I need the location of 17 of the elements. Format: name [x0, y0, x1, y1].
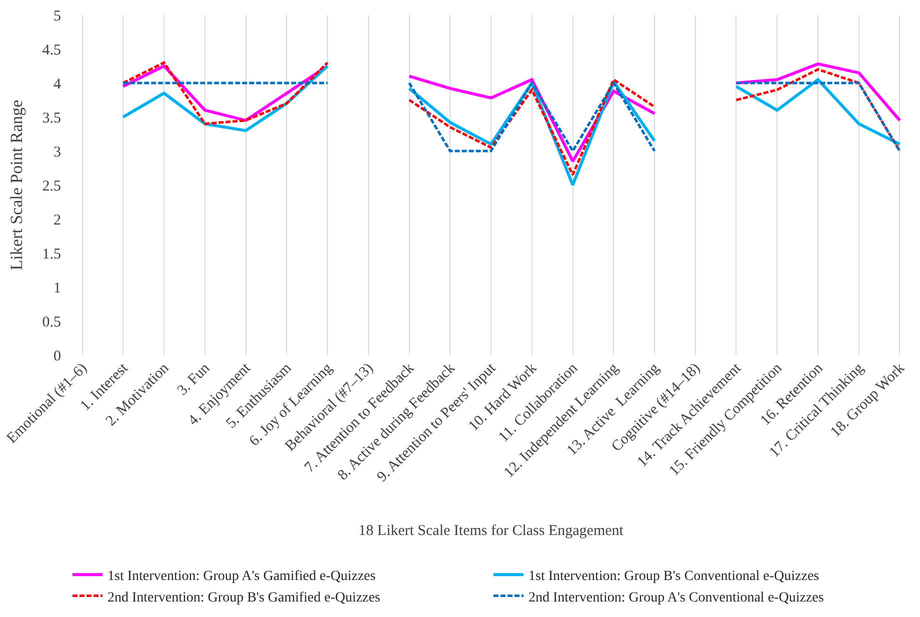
y-tick-label: 2.5 — [42, 178, 61, 194]
y-tick-label: 0.5 — [42, 314, 61, 330]
y-tick-label: 0 — [54, 348, 61, 364]
y-tick-label: 4.5 — [42, 42, 61, 58]
legend-label: 2nd Intervention: Group B's Gamified e-Quizzes — [108, 590, 380, 606]
y-tick-label: 2 — [54, 212, 61, 228]
y-tick-label: 1.5 — [42, 246, 61, 262]
x-axis-title: 18 Likert Scale Items for Class Engagement — [358, 523, 624, 540]
y-tick-label: 4 — [54, 76, 62, 92]
y-tick-label: 5 — [54, 8, 61, 24]
legend-label: 1st Intervention: Group B's Conventional e-Quizzes — [528, 569, 820, 584]
y-tick-label: 3.5 — [42, 110, 61, 126]
legend-label: 2nd Intervention: Group A's Conventional e-Quizzes — [528, 590, 824, 606]
y-tick-label: 3 — [54, 144, 61, 160]
y-tick-label: 1 — [54, 280, 61, 296]
legend-label: 1st Intervention: Group A's Gamified e-Quizzes — [108, 569, 376, 584]
y-axis-title: Likert Scale Point Range — [6, 100, 26, 270]
